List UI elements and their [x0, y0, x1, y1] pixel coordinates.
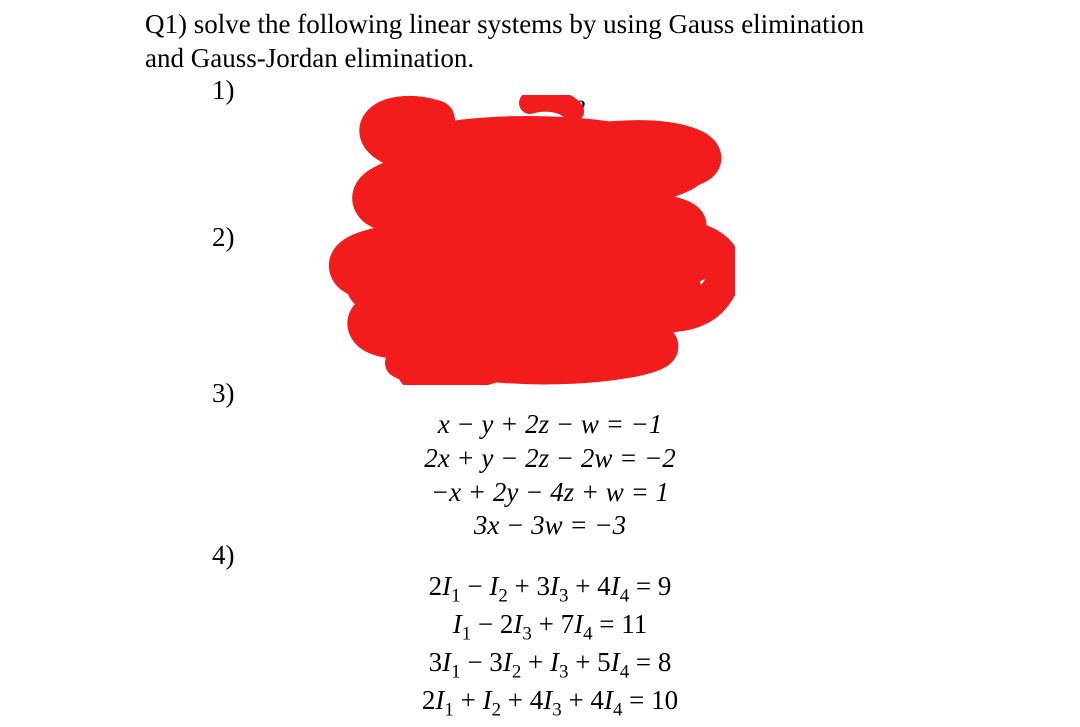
page: Q1) solve the following linear systems b… [0, 0, 1080, 727]
sys4-eq4: 2I1 + I2 + 4I3 + 4I4 = 10 [360, 684, 740, 722]
question-line1: Q1) solve the following linear systems b… [145, 9, 864, 39]
subpart-2-label: 2) [212, 222, 235, 253]
sys4-eq3: 3I1 − 3I2 + I3 + 5I4 = 8 [360, 646, 740, 684]
question-heading: Q1) solve the following linear systems b… [145, 8, 1005, 76]
sys3-eq3: −x + 2y − 4z + w = 1 [380, 476, 720, 510]
subpart-4-label: 4) [212, 540, 235, 571]
question-line2: and Gauss-Jordan elimination. [145, 43, 474, 73]
sys4-eq1: 2I1 − I2 + 3I3 + 4I4 = 9 [360, 570, 740, 608]
system-4: 2I1 − I2 + 3I3 + 4I4 = 9 I1 − 2I3 + 7I4 … [360, 570, 740, 722]
sys3-eq4: 3x − 3w = −3 [380, 509, 720, 543]
redaction-scribble-icon [295, 95, 735, 385]
subpart-3-label: 3) [212, 378, 235, 409]
subpart-1-label: 1) [212, 75, 235, 106]
sys3-eq2: 2x + y − 2z − 2w = −2 [380, 442, 720, 476]
system-3: x − y + 2z − w = −1 2x + y − 2z − 2w = −… [380, 408, 720, 543]
sys3-eq1: x − y + 2z − w = −1 [380, 408, 720, 442]
sys4-eq2: I1 − 2I3 + 7I4 = 11 [360, 608, 740, 646]
